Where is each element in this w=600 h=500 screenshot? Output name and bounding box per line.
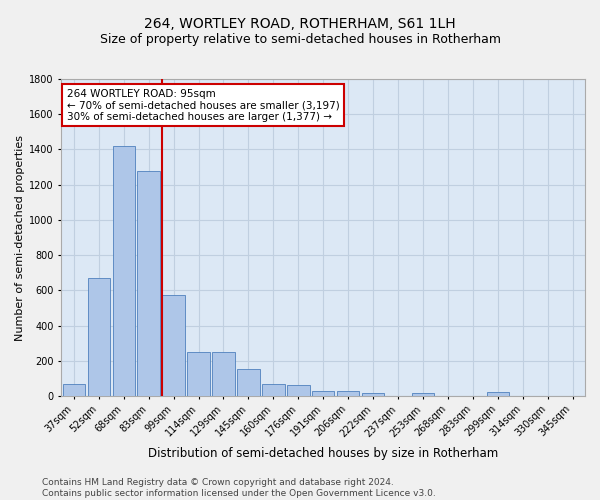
Bar: [187, 352, 210, 396]
Bar: [412, 392, 434, 396]
Bar: [163, 295, 185, 396]
Bar: [62, 384, 85, 396]
Bar: [262, 384, 284, 396]
Bar: [137, 170, 160, 396]
X-axis label: Distribution of semi-detached houses by size in Rotherham: Distribution of semi-detached houses by …: [148, 447, 499, 460]
Text: Contains HM Land Registry data © Crown copyright and database right 2024.
Contai: Contains HM Land Registry data © Crown c…: [42, 478, 436, 498]
Bar: [237, 368, 260, 396]
Bar: [88, 278, 110, 396]
Text: 264, WORTLEY ROAD, ROTHERHAM, S61 1LH: 264, WORTLEY ROAD, ROTHERHAM, S61 1LH: [144, 18, 456, 32]
Y-axis label: Number of semi-detached properties: Number of semi-detached properties: [15, 134, 25, 340]
Text: Size of property relative to semi-detached houses in Rotherham: Size of property relative to semi-detach…: [100, 32, 500, 46]
Bar: [287, 384, 310, 396]
Bar: [312, 390, 334, 396]
Bar: [487, 392, 509, 396]
Bar: [113, 146, 135, 396]
Text: 264 WORTLEY ROAD: 95sqm
← 70% of semi-detached houses are smaller (3,197)
30% of: 264 WORTLEY ROAD: 95sqm ← 70% of semi-de…: [67, 88, 340, 122]
Bar: [212, 352, 235, 396]
Bar: [337, 391, 359, 396]
Bar: [362, 392, 384, 396]
